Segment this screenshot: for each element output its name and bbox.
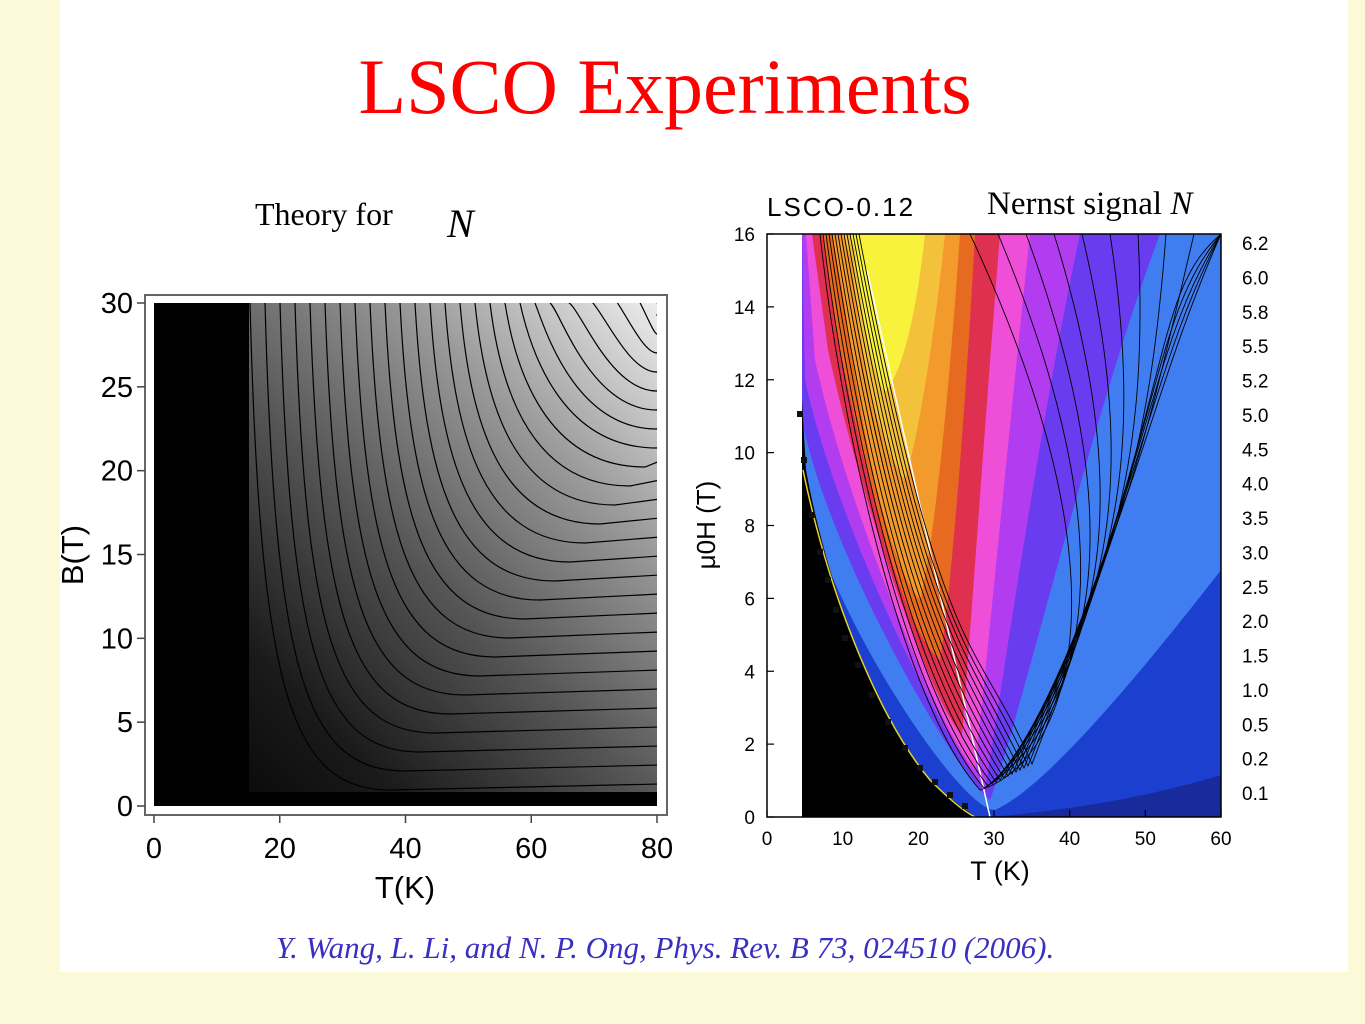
theory-y-tick-label: 25 — [101, 372, 133, 404]
nernst-plot-title: LSCO-0.12 — [767, 192, 915, 222]
nernst-contour-level: 2.5 — [1242, 578, 1268, 599]
nernst-x-tick-label: 60 — [1210, 829, 1231, 850]
nernst-x-axis-label: T (K) — [970, 856, 1030, 886]
nernst-data-marker — [833, 607, 839, 613]
nernst-data-marker — [869, 692, 875, 698]
nernst-data-marker — [817, 549, 823, 555]
nernst-y-tick-label: 8 — [744, 517, 755, 538]
theory-y-tick-label: 5 — [117, 707, 133, 739]
nernst-y-tick-label: 6 — [744, 589, 755, 610]
nernst-contour-level-labels: 6.2 6.0 5.8 5.5 5.2 5.0 4.5 4.0 3.5 3.0 2.5 2.0 1.5 1… — [1242, 234, 1268, 805]
nernst-y-tick-label: 0 — [744, 808, 755, 829]
nernst-contour-level: 4.5 — [1242, 440, 1268, 461]
nernst-y-tick-label: 10 — [734, 444, 755, 465]
nernst-data-marker — [809, 512, 815, 518]
theory-axis-ticks: 0 20 40 60 80 0 5 10 15 20 25 30 — [101, 288, 673, 865]
theory-x-axis-label: T(K) — [375, 870, 435, 905]
theory-x-tick-label: 80 — [641, 833, 673, 865]
theory-y-tick-label: 15 — [101, 540, 133, 572]
nernst-y-tick-label: 12 — [734, 371, 755, 392]
nernst-data-marker — [797, 411, 803, 417]
nernst-axis-ticks: 0 10 20 30 40 50 60 0 2 4 6 8 10 12 14 16 — [734, 225, 1232, 850]
nernst-contour-level: 3.0 — [1242, 543, 1268, 564]
nernst-data-marker — [801, 457, 807, 463]
nernst-contour-level: 0.2 — [1242, 750, 1268, 771]
nernst-contour-level: 4.0 — [1242, 475, 1268, 496]
nernst-data-marker — [947, 792, 953, 798]
nernst-contour-level: 5.2 — [1242, 372, 1268, 393]
nernst-x-tick-label: 20 — [908, 829, 929, 850]
nernst-label: Nernst signal N — [987, 186, 1192, 223]
nernst-contour-level: 3.5 — [1242, 509, 1268, 530]
theory-symbol: N — [447, 201, 474, 246]
nernst-contour-level: 0.1 — [1242, 784, 1268, 805]
theory-label: Theory for — [255, 196, 393, 233]
nernst-contour-level: 1.5 — [1242, 647, 1268, 668]
nernst-contour-level: 5.0 — [1242, 406, 1268, 427]
nernst-label-text: Nernst signal — [987, 186, 1163, 222]
theory-x-tick-label: 60 — [515, 833, 547, 865]
nernst-data-marker — [902, 745, 908, 751]
nernst-contours — [767, 234, 1221, 817]
nernst-data-marker — [825, 577, 831, 583]
theory-x-tick-label: 20 — [264, 833, 296, 865]
nernst-data-marker — [855, 662, 861, 668]
nernst-y-tick-label: 14 — [734, 298, 756, 319]
theory-y-tick-label: 10 — [101, 623, 133, 655]
nernst-x-tick-label: 50 — [1135, 829, 1156, 850]
theory-y-axis-label: B(T) — [55, 525, 90, 585]
theory-y-tick-label: 30 — [101, 288, 133, 320]
nernst-y-axis-label: μ0H (T) — [691, 481, 721, 570]
citation: Y. Wang, L. Li, and N. P. Ong, Phys. Rev… — [275, 930, 1055, 965]
nernst-data-marker — [842, 635, 848, 641]
nernst-y-tick-label: 2 — [744, 735, 755, 756]
nernst-data-marker — [962, 803, 968, 809]
nernst-x-tick-label: 10 — [832, 829, 853, 850]
nernst-x-tick-label: 0 — [762, 829, 773, 850]
nernst-data-marker — [932, 779, 938, 785]
slide-title: LSCO Experiments — [358, 43, 972, 130]
nernst-x-tick-label: 30 — [983, 829, 1004, 850]
nernst-contour-level: 6.0 — [1242, 268, 1268, 289]
theory-x-tick-label: 0 — [146, 833, 162, 865]
theory-y-tick-label: 0 — [117, 791, 133, 823]
nernst-contour-level: 0.5 — [1242, 715, 1268, 736]
nernst-y-tick-label: 4 — [744, 662, 755, 683]
nernst-data-marker — [885, 719, 891, 725]
nernst-contour-level: 5.8 — [1242, 303, 1268, 324]
theory-contours — [154, 303, 657, 806]
theory-x-tick-label: 40 — [389, 833, 421, 865]
nernst-symbol: N — [1170, 186, 1193, 222]
nernst-contour-level: 2.0 — [1242, 612, 1268, 633]
nernst-contour-level: 6.2 — [1242, 234, 1268, 255]
nernst-y-tick-label: 16 — [734, 225, 755, 246]
theory-y-tick-label: 20 — [101, 456, 133, 488]
nernst-contour-level: 1.0 — [1242, 681, 1268, 702]
nernst-contour-level: 5.5 — [1242, 337, 1268, 358]
nernst-data-marker — [917, 765, 923, 771]
theory-label-text: Theory for — [255, 196, 393, 232]
nernst-x-tick-label: 40 — [1059, 829, 1080, 850]
